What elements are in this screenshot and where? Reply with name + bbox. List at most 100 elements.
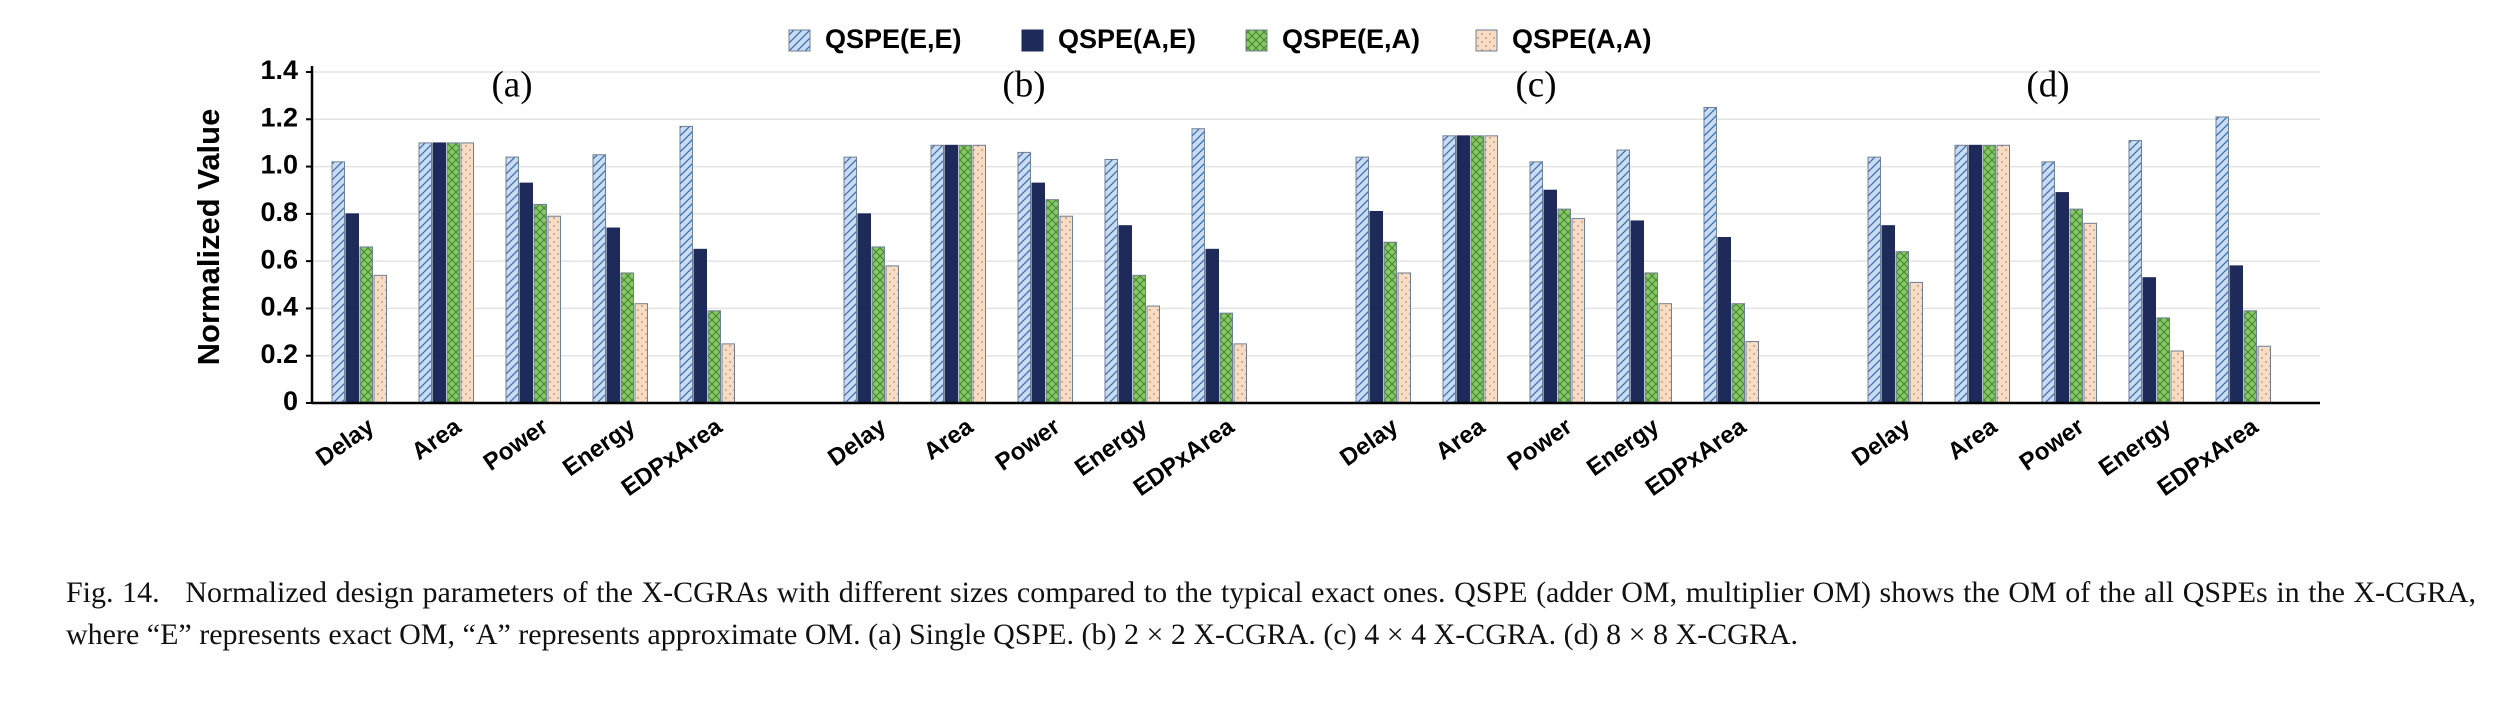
bar bbox=[2243, 310, 2257, 404]
bar bbox=[1205, 248, 1219, 404]
bar bbox=[1146, 305, 1160, 404]
bar bbox=[1191, 128, 1205, 404]
bar bbox=[693, 248, 707, 404]
bar bbox=[1104, 158, 1118, 404]
legend-swatch bbox=[1245, 29, 1268, 52]
bar bbox=[446, 142, 460, 404]
y-tick-label: 0.8 bbox=[260, 197, 298, 227]
bar bbox=[1982, 144, 1996, 404]
bar bbox=[1383, 241, 1397, 404]
legend-label: QSPE(E,A) bbox=[1282, 24, 1420, 54]
bar bbox=[547, 215, 561, 404]
bar bbox=[1045, 199, 1059, 404]
bar bbox=[1017, 151, 1031, 404]
bar bbox=[1731, 303, 1745, 404]
bar bbox=[1703, 106, 1717, 404]
bar bbox=[2215, 116, 2229, 404]
caption: Fig. 14. Normalized design parameters of… bbox=[66, 576, 2484, 651]
bar bbox=[857, 213, 871, 404]
bar bbox=[1557, 208, 1571, 404]
legend-label: QSPE(E,E) bbox=[825, 24, 962, 54]
bar bbox=[930, 144, 944, 404]
bar bbox=[972, 144, 986, 404]
bar bbox=[1895, 251, 1909, 404]
bar bbox=[707, 310, 721, 404]
x-tick-label: Power bbox=[2015, 413, 2089, 476]
bar bbox=[944, 144, 958, 404]
x-tick-label: Delay bbox=[311, 413, 379, 472]
bar bbox=[1233, 343, 1247, 404]
bar bbox=[871, 246, 885, 404]
bar bbox=[1059, 215, 1073, 404]
bar bbox=[1644, 272, 1658, 404]
bar bbox=[505, 156, 519, 404]
bar bbox=[1996, 144, 2010, 404]
panel-label: (a) bbox=[491, 64, 532, 105]
bar bbox=[345, 213, 359, 404]
x-tick-label: Power bbox=[479, 413, 553, 476]
bar bbox=[1529, 161, 1543, 404]
y-tick-label: 1.4 bbox=[260, 55, 298, 85]
bar bbox=[1219, 312, 1233, 404]
x-tick-label: Power bbox=[1503, 413, 1577, 476]
x-tick-label: Area bbox=[919, 413, 979, 466]
bar bbox=[1867, 156, 1881, 404]
x-tick-label: Delay bbox=[823, 413, 891, 472]
bar bbox=[359, 246, 373, 404]
bar bbox=[2229, 265, 2243, 404]
bar bbox=[958, 144, 972, 404]
bar bbox=[1484, 135, 1498, 404]
bar bbox=[1369, 210, 1383, 404]
y-tick-label: 0.2 bbox=[260, 339, 298, 369]
bar bbox=[2156, 317, 2170, 404]
bar bbox=[620, 272, 634, 404]
bar bbox=[1456, 135, 1470, 404]
bar bbox=[1630, 220, 1644, 404]
bar bbox=[634, 303, 648, 404]
x-tick-label: Area bbox=[1431, 413, 1491, 466]
y-tick-label: 1.2 bbox=[260, 102, 298, 132]
y-tick-label: 0.4 bbox=[260, 292, 298, 322]
bar bbox=[1616, 149, 1630, 404]
y-axis-label: Normalized Value bbox=[191, 109, 226, 366]
bar bbox=[1442, 135, 1456, 404]
bar bbox=[418, 142, 432, 404]
bar bbox=[2128, 140, 2142, 404]
bar bbox=[592, 154, 606, 404]
y-tick-label: 0.6 bbox=[260, 244, 298, 274]
bar bbox=[1355, 156, 1369, 404]
legend-label: QSPE(A,A) bbox=[1512, 24, 1652, 54]
x-tick-label: Power bbox=[991, 413, 1065, 476]
bar bbox=[606, 227, 620, 404]
bar bbox=[1132, 274, 1146, 404]
bar bbox=[679, 125, 693, 404]
bar bbox=[1954, 144, 1968, 404]
bar bbox=[1543, 189, 1557, 404]
bar bbox=[1881, 225, 1895, 404]
bar bbox=[721, 343, 735, 404]
bar bbox=[2055, 192, 2069, 404]
panel-label: (c) bbox=[1515, 64, 1556, 105]
bar bbox=[2069, 208, 2083, 404]
panel-label: (d) bbox=[2026, 64, 2069, 105]
bar bbox=[1658, 303, 1672, 404]
bar bbox=[1031, 182, 1045, 404]
panel-label: (b) bbox=[1002, 64, 1045, 105]
bar bbox=[331, 161, 345, 404]
legend-label: QSPE(A,E) bbox=[1058, 24, 1196, 54]
bar bbox=[2170, 350, 2184, 404]
bar bbox=[460, 142, 474, 404]
bar bbox=[2083, 222, 2097, 404]
bar bbox=[533, 203, 547, 404]
bar bbox=[432, 142, 446, 404]
bar bbox=[1909, 281, 1923, 404]
bar bbox=[1968, 144, 1982, 404]
x-tick-label: Area bbox=[1943, 413, 2003, 466]
x-tick-label: Delay bbox=[1847, 413, 1915, 472]
bar bbox=[519, 182, 533, 404]
bar bbox=[373, 274, 387, 404]
bar bbox=[1118, 225, 1132, 404]
bar bbox=[1571, 218, 1585, 404]
x-tick-label: Area bbox=[407, 413, 467, 466]
